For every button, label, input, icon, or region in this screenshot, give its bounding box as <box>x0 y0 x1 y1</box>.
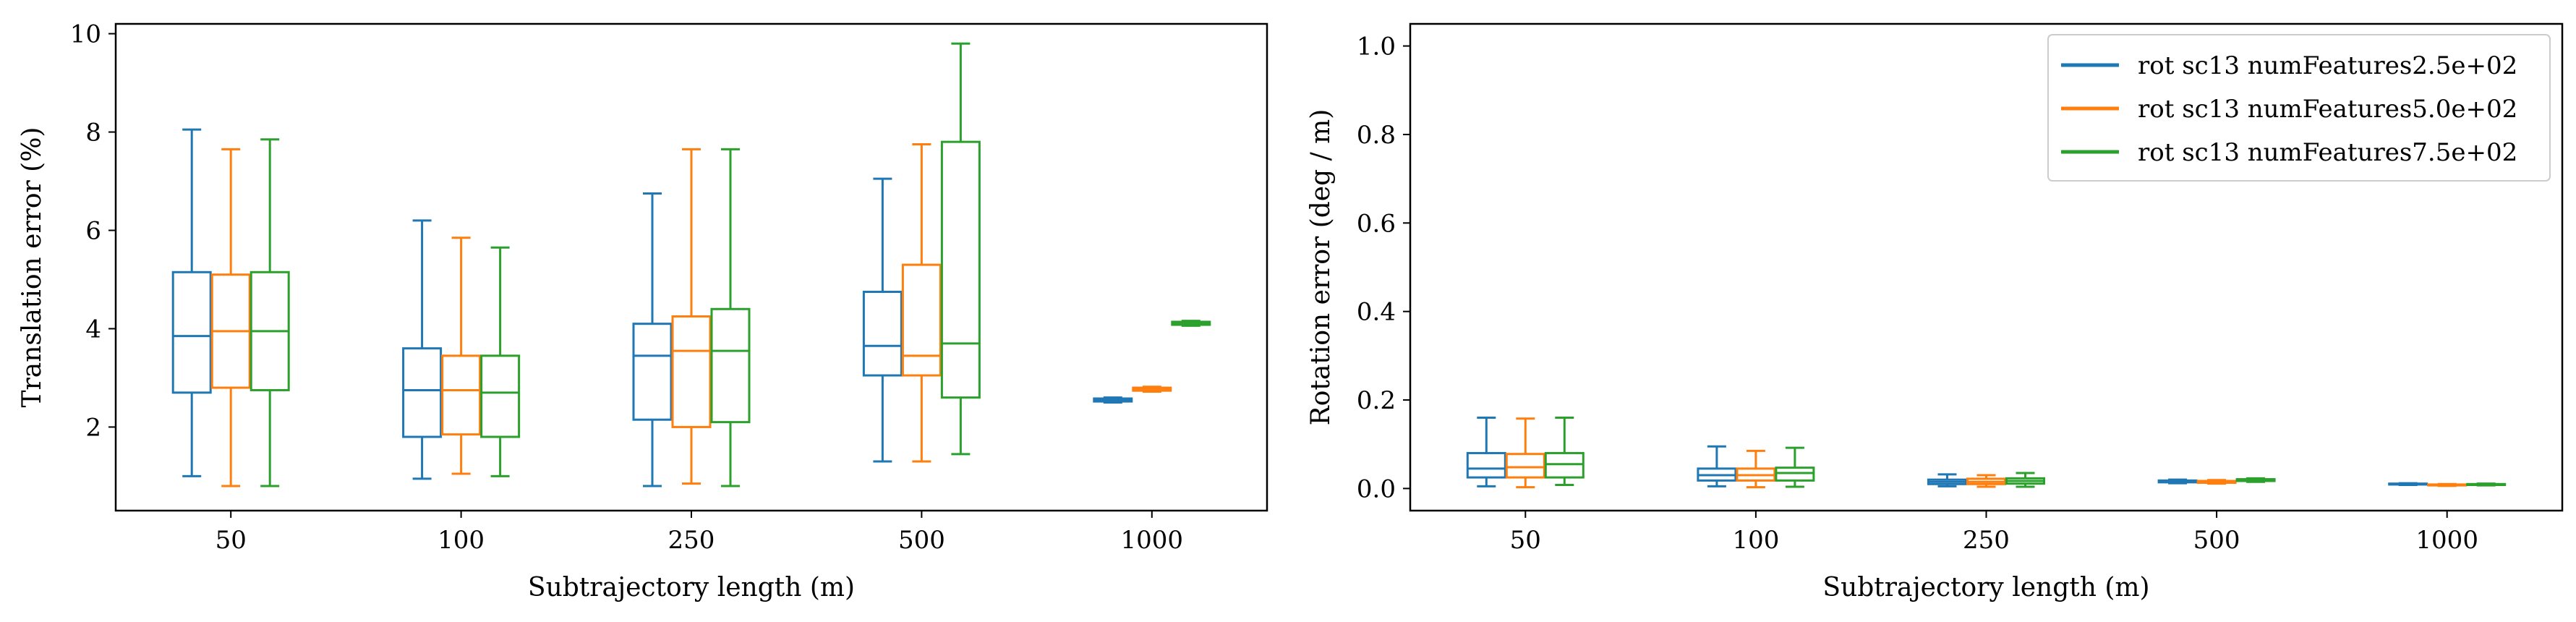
legend-label: rot sc13 numFeatures7.5e+02 <box>2138 138 2517 167</box>
box <box>480 354 521 438</box>
y-tick-label: 0.2 <box>1357 386 1396 415</box>
y-tick-label: 10 <box>70 20 101 49</box>
box <box>862 290 903 377</box>
y-tick-label: 0.8 <box>1357 121 1396 150</box>
translation-error-panel: 50 100 250 500 1000 2 4 6 8 10 Subtrajectory lengt… <box>17 20 1268 602</box>
y-tick-label: 2 <box>85 413 101 442</box>
y-axis-title: Rotation error (deg / m) <box>1306 109 1336 426</box>
y-tick-label: 1.0 <box>1357 33 1396 61</box>
y-tick-label: 4 <box>85 315 101 344</box>
legend-label: rot sc13 numFeatures2.5e+02 <box>2138 51 2517 80</box>
x-tick-label: 100 <box>1732 526 1779 555</box>
rotation-error-panel: 50 100 250 500 1000 0.0 0.2 0.4 0.6 0.8 1.0 Subtraj… <box>1306 22 2564 602</box>
box <box>441 354 482 436</box>
x-tick-label: 250 <box>1963 526 2010 555</box>
legend-box <box>2047 34 2551 182</box>
x-tick-label: 500 <box>898 526 945 555</box>
x-tick-label: 1000 <box>2415 526 2478 555</box>
y-tick-label: 0.6 <box>1357 209 1396 238</box>
x-tick-label: 50 <box>216 526 247 555</box>
box <box>710 307 751 424</box>
y-axis-title: Translation error (%) <box>17 127 47 408</box>
box <box>402 347 443 438</box>
box <box>901 263 942 377</box>
y-tick-label: 8 <box>85 119 101 148</box>
x-axis-title: Subtrajectory length (m) <box>1822 573 2149 602</box>
x-tick-label: 1000 <box>1121 526 1184 555</box>
y-tick-label: 0.0 <box>1357 474 1396 503</box>
box <box>1466 451 1506 479</box>
legend-label: rot sc13 numFeatures5.0e+02 <box>2138 95 2517 124</box>
x-tick-label: 50 <box>1510 526 1541 555</box>
y-tick-label: 0.4 <box>1357 298 1396 327</box>
x-axis-title: Subtrajectory length (m) <box>528 573 855 602</box>
box <box>632 323 673 421</box>
box <box>1544 451 1585 479</box>
box <box>940 140 981 399</box>
box <box>171 270 212 394</box>
x-tick-label: 100 <box>438 526 485 555</box>
x-tick-label: 250 <box>668 526 715 555</box>
x-tick-label: 500 <box>2193 526 2240 555</box>
y-tick-label: 6 <box>85 217 101 246</box>
box <box>1505 453 1545 479</box>
box <box>671 315 712 428</box>
box <box>1775 466 1815 482</box>
